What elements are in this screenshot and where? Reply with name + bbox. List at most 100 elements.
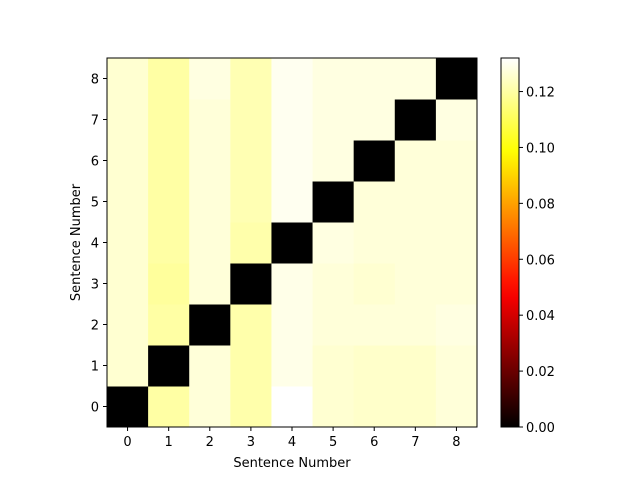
heatmap-cell xyxy=(189,58,231,100)
heatmap-cell xyxy=(189,140,231,182)
heatmap-cell xyxy=(148,99,190,141)
heatmap-cell xyxy=(189,263,231,305)
heatmap-cell xyxy=(107,304,149,346)
heatmap-cell xyxy=(435,263,478,305)
heatmap-cell xyxy=(353,140,396,182)
y-tick-label: 7 xyxy=(91,114,99,129)
y-tick-label: 4 xyxy=(91,237,99,252)
heatmap-cell xyxy=(148,304,190,346)
heatmap-cell xyxy=(148,345,190,387)
y-axis-label: Sentence Number xyxy=(69,183,84,301)
heatmap-cell xyxy=(148,386,190,428)
x-tick-label: 7 xyxy=(411,435,419,450)
heatmap-cell xyxy=(394,58,437,100)
heatmap-cell xyxy=(435,304,478,346)
heatmap-cell xyxy=(312,181,355,223)
heatmap-cell xyxy=(312,386,355,428)
heatmap-cell xyxy=(312,263,355,305)
heatmap-cell xyxy=(353,304,396,346)
heatmap-cell xyxy=(353,99,396,141)
x-tick-label: 2 xyxy=(206,435,214,450)
heatmap-cell xyxy=(312,58,355,100)
heatmap-cell xyxy=(230,99,272,141)
heatmap-cell xyxy=(353,263,396,305)
heatmap-cell xyxy=(435,58,478,100)
heatmap-cell xyxy=(107,140,149,182)
heatmap-cell xyxy=(271,263,314,305)
heatmap-cell xyxy=(148,181,190,223)
heatmap-cell xyxy=(271,99,314,141)
heatmap-cell xyxy=(230,263,272,305)
colorbar-tick-label: 0.08 xyxy=(526,197,555,212)
y-tick-label: 8 xyxy=(91,73,99,88)
heatmap-cell xyxy=(107,263,149,305)
heatmap-cell xyxy=(148,140,190,182)
heatmap-cell xyxy=(271,222,314,264)
y-tick-label: 3 xyxy=(91,278,99,293)
heatmap-cell xyxy=(230,181,272,223)
heatmap-cell xyxy=(435,386,478,428)
heatmap-cell xyxy=(148,263,190,305)
heatmap-cell xyxy=(271,345,314,387)
heatmap-cell xyxy=(230,345,272,387)
heatmap-cell xyxy=(312,345,355,387)
heatmap-cell xyxy=(394,181,437,223)
x-tick-label: 5 xyxy=(329,435,337,450)
heatmap-cell xyxy=(394,345,437,387)
colorbar-tick-label: 0.02 xyxy=(526,365,555,380)
heatmap-cell xyxy=(230,140,272,182)
x-tick-label: 0 xyxy=(123,435,131,450)
y-tick-label: 6 xyxy=(91,155,99,170)
heatmap-cell xyxy=(271,304,314,346)
heatmap-cell xyxy=(189,304,231,346)
heatmap-cell xyxy=(271,140,314,182)
heatmap-cell xyxy=(230,58,272,100)
heatmap-cell xyxy=(148,222,190,264)
heatmap-cell xyxy=(271,58,314,100)
heatmap-cell xyxy=(394,140,437,182)
heatmap-cell xyxy=(189,386,231,428)
heatmap-cell xyxy=(312,222,355,264)
heatmap-cell xyxy=(435,345,478,387)
heatmap-cell xyxy=(353,386,396,428)
heatmap-cell xyxy=(107,181,149,223)
heatmap-cell xyxy=(353,58,396,100)
heatmap-cell xyxy=(353,345,396,387)
y-axis-ticks: 0 1 2 3 4 5 6 7 8 xyxy=(91,73,107,416)
x-axis-ticks: 0 1 2 3 4 5 6 7 8 xyxy=(123,427,461,450)
heatmap-cell xyxy=(230,386,272,428)
heatmap-cell xyxy=(148,58,190,100)
heatmap-cell xyxy=(107,99,149,141)
y-tick-label: 0 xyxy=(91,401,99,416)
heatmap-cell xyxy=(353,181,396,223)
heatmap-cell xyxy=(189,99,231,141)
colorbar-tick-label: 0.06 xyxy=(526,253,555,268)
heatmap-cell xyxy=(435,181,478,223)
heatmap-cell xyxy=(312,140,355,182)
colorbar-ticks: 0.00 0.02 0.04 0.06 0.08 0.10 0.12 xyxy=(519,86,555,436)
heatmap-cell xyxy=(189,181,231,223)
colorbar-tick-label: 0.00 xyxy=(526,421,555,436)
heatmap-cell xyxy=(435,99,478,141)
x-tick-label: 8 xyxy=(452,435,460,450)
x-axis-label: Sentence Number xyxy=(233,456,351,471)
colorbar xyxy=(501,58,519,427)
x-tick-label: 3 xyxy=(247,435,255,450)
heatmap-cell xyxy=(312,99,355,141)
heatmap-cell xyxy=(230,304,272,346)
heatmap-cell xyxy=(271,386,314,428)
heatmap-cell xyxy=(394,386,437,428)
heatmap-cell xyxy=(107,58,149,100)
heatmap-cell xyxy=(271,181,314,223)
heatmap-cell xyxy=(353,222,396,264)
heatmap-cell xyxy=(394,222,437,264)
colorbar-tick-label: 0.12 xyxy=(526,86,555,101)
heatmap-cell xyxy=(394,304,437,346)
colorbar-frame xyxy=(500,57,520,428)
y-tick-label: 1 xyxy=(91,360,99,375)
y-tick-label: 2 xyxy=(91,319,99,334)
heatmap-cell xyxy=(435,140,478,182)
heatmap-cell xyxy=(107,222,149,264)
colorbar-tick-label: 0.10 xyxy=(526,141,555,156)
